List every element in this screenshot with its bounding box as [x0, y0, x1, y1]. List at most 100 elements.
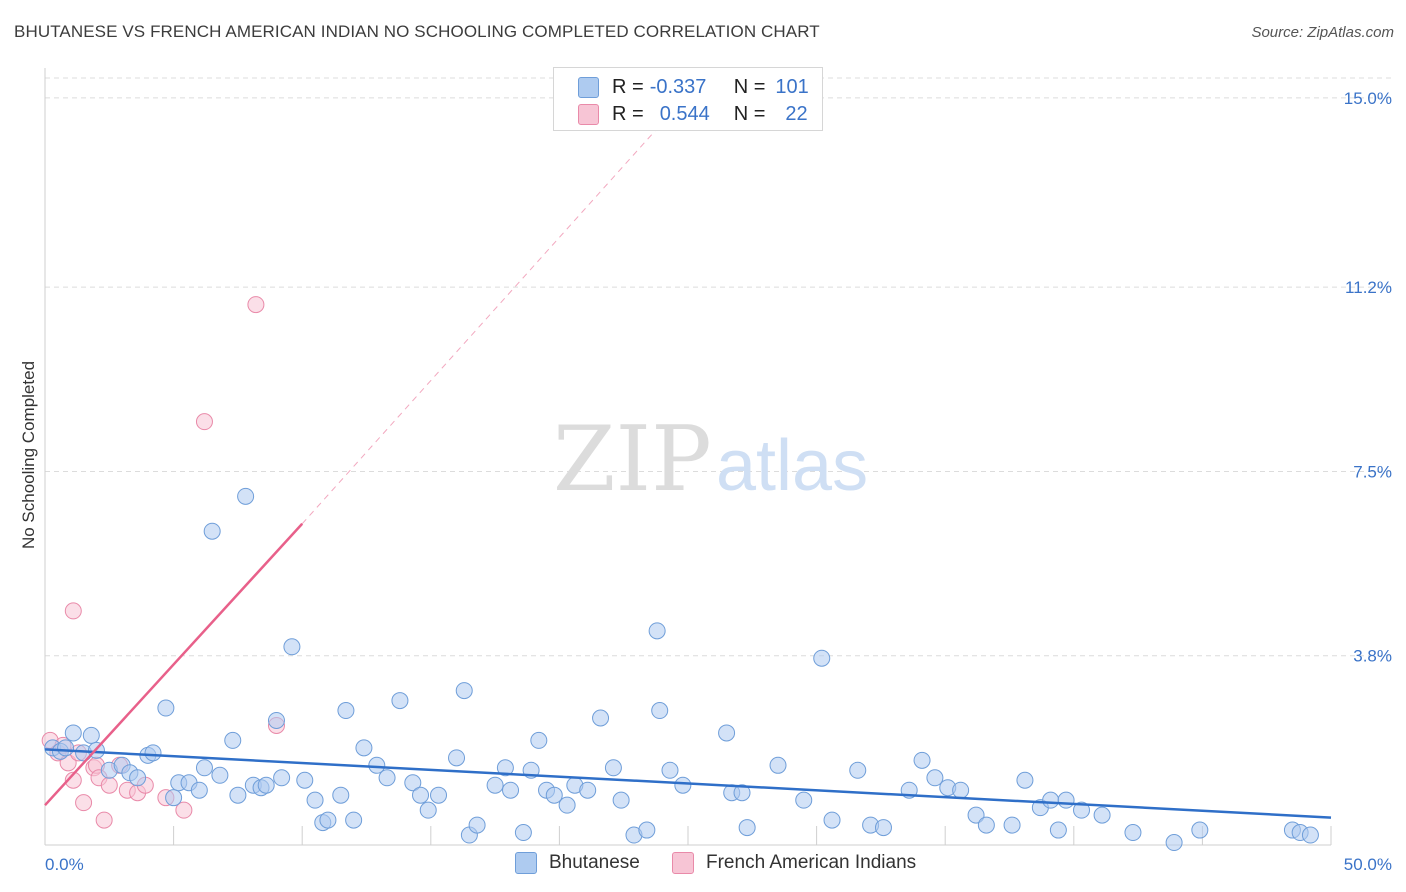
x-tick-label: 50.0% [1344, 855, 1392, 874]
bhutanese-point [332, 786, 350, 804]
bhutanese-point [718, 724, 736, 742]
bhutanese-point [952, 781, 970, 799]
bhutanese-point [558, 796, 576, 814]
bhutanese-point [1003, 816, 1021, 834]
bhutanese-point [769, 756, 787, 774]
bhutanese-point [977, 816, 995, 834]
bhutanese-point [967, 806, 985, 824]
bhutanese-point [57, 739, 75, 757]
watermark-atlas: atlas [716, 426, 868, 506]
bhutanese-n-value: 101 [775, 75, 809, 98]
bhutanese-point [165, 789, 183, 807]
bhutanese-point [502, 781, 520, 799]
french-american-indians-swatch [578, 103, 599, 125]
french-american-indian-point [75, 794, 93, 812]
bhutanese-point [813, 649, 831, 667]
bhutanese-point [430, 786, 448, 804]
bhutanese-point [237, 487, 255, 505]
bhutanese-point [296, 771, 314, 789]
bhutanese-point [229, 786, 247, 804]
legend-item-french-american-indians[interactable]: French American Indians [672, 852, 916, 874]
bhutanese-point [674, 776, 692, 794]
legend-label-french-american-indians: French American Indians [706, 852, 917, 873]
bhutanese-point [1124, 824, 1142, 842]
bhutanese-point [1093, 806, 1111, 824]
bhutanese-point [224, 731, 242, 749]
bhutanese-point [257, 776, 275, 794]
axes [44, 68, 1332, 846]
french-american-indians-trend-extension [301, 122, 663, 525]
gridlines [45, 77, 1392, 657]
bhutanese-point [1016, 771, 1034, 789]
bhutanese-point [345, 811, 363, 829]
bhutanese-point [545, 786, 563, 804]
bhutanese-point [638, 821, 656, 839]
bhutanese-point [579, 781, 597, 799]
bhutanese-legend-swatch [515, 852, 537, 874]
bhutanese-point [733, 784, 751, 802]
bhutanese-point [64, 724, 82, 742]
trend-lines [44, 122, 1332, 819]
bhutanese-point [355, 739, 373, 757]
bhutanese-point [190, 781, 208, 799]
bhutanese-point [195, 759, 213, 777]
bhutanese-point [468, 816, 486, 834]
bhutanese-point [592, 709, 610, 727]
bhutanese-point [419, 801, 437, 819]
bhutanese-point [661, 761, 679, 779]
bhutanese-point [795, 791, 813, 809]
bhutanese-point [448, 749, 466, 767]
french-american-indians-legend-swatch [672, 852, 694, 874]
french-american-indian-point [100, 776, 118, 794]
stats-row-bhutanese: R = -0.337 N = 101 [578, 74, 809, 100]
bhutanese-point [129, 769, 147, 787]
bhutanese-point [612, 791, 630, 809]
stats-legend: R = -0.337 N = 101 R = 0.544 N = 22 [553, 67, 823, 131]
y-tick-label: 15.0% [1344, 89, 1392, 108]
bhutanese-point [849, 761, 867, 779]
bhutanese-point [738, 819, 756, 837]
chart-title: BHUTANESE VS FRENCH AMERICAN INDIAN NO S… [14, 22, 820, 41]
bhutanese-point [913, 751, 931, 769]
bhutanese-point [874, 819, 892, 837]
tick-labels: 3.8% 7.5% 11.2% 15.0% 0.0% 50.0% [45, 89, 1392, 874]
bhutanese-point [378, 769, 396, 787]
bhutanese-point [82, 726, 100, 744]
bhutanese-point [1301, 826, 1319, 844]
bhutanese-point [1191, 821, 1209, 839]
y-axis-label: No Schooling Completed [19, 361, 38, 549]
bhutanese-point [273, 769, 291, 787]
bhutanese-point [1165, 834, 1183, 852]
bhutanese-point [1073, 801, 1091, 819]
bhutanese-point [157, 699, 175, 717]
bhutanese-point [267, 711, 285, 729]
legend-item-bhutanese[interactable]: Bhutanese [515, 852, 640, 874]
bhutanese-point [144, 744, 162, 762]
bhutanese-point [455, 682, 473, 700]
french-american-indian-point [64, 602, 82, 620]
bhutanese-point [391, 692, 409, 710]
bhutanese-point [514, 824, 532, 842]
bhutanese-point [211, 766, 229, 784]
bhutanese-point [306, 791, 324, 809]
french-american-indians-n-value: 22 [785, 102, 808, 125]
n-label: N = [733, 75, 766, 98]
french-american-indians-trend-line [44, 522, 304, 806]
legend-label-bhutanese: Bhutanese [549, 852, 640, 873]
bhutanese-point [530, 731, 548, 749]
french-american-indian-point [195, 413, 213, 431]
watermark-zip: ZIP [553, 407, 712, 512]
bhutanese-point [823, 811, 841, 829]
bhutanese-point [496, 759, 514, 777]
bhutanese-point [412, 786, 430, 804]
bhutanese-point [1057, 791, 1075, 809]
r-label: R = [612, 102, 644, 125]
bhutanese-point [486, 776, 504, 794]
french-american-indian-point [64, 771, 82, 789]
bhutanese-point [319, 811, 337, 829]
series-legend: Bhutanese French American Indians [0, 852, 1406, 876]
bhutanese-point [337, 702, 355, 720]
bhutanese-point [926, 769, 944, 787]
french-american-indian-point [247, 296, 265, 314]
